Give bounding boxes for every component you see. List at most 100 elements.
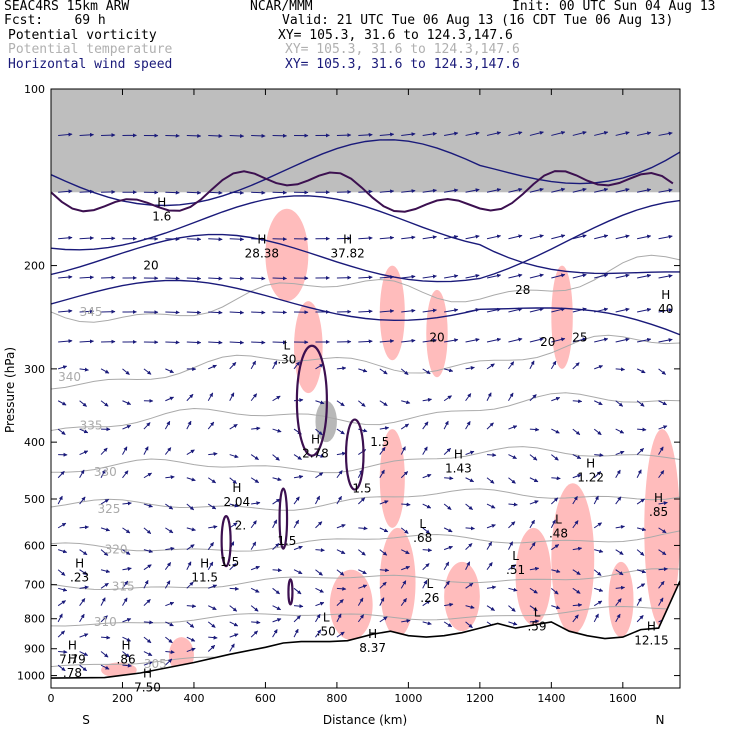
extreme-value-label: .68: [413, 531, 432, 545]
x-tick-label: 1400: [537, 692, 565, 705]
wind-vector: [250, 520, 257, 529]
wind-vector: [208, 364, 217, 370]
wind-vector: [229, 423, 238, 430]
extreme-value-label: .78: [63, 666, 82, 680]
wind-vector: [379, 426, 390, 431]
field1-xy: XY= 105.3, 31.6 to 124.3,147.6: [278, 28, 513, 43]
wind-vector: [165, 601, 175, 607]
wind-vector: [636, 583, 646, 589]
wind-vector: [57, 428, 66, 435]
wind-vector: [615, 524, 625, 529]
wind-vector: [251, 310, 266, 315]
wind-vector: [229, 605, 238, 612]
wind-vector: [379, 549, 388, 556]
wind-vector: [250, 360, 257, 370]
extreme-value-label: .50: [317, 624, 336, 638]
x-tick-label: 0: [48, 692, 55, 705]
wind-vector: [164, 562, 172, 571]
wind-vector: [594, 337, 609, 343]
isentrope-label: 305: [144, 657, 167, 671]
high-marker: H: [368, 627, 377, 641]
wind-vector: [551, 307, 566, 313]
wind-vector: [379, 527, 389, 533]
wind-vector: [529, 394, 537, 402]
wind-vector: [615, 469, 621, 479]
wind-vector: [401, 502, 411, 507]
low-marker: L: [426, 577, 433, 591]
wind-vector: [186, 621, 195, 628]
wind-vector: [358, 236, 373, 241]
wind-vector: [465, 273, 480, 279]
isentrope-line: [51, 392, 680, 431]
wind-vector: [593, 600, 603, 607]
wind-vector: [636, 400, 645, 407]
wind-vector: [636, 469, 642, 478]
wind-vector: [401, 189, 416, 194]
pv-high-region: [51, 89, 680, 193]
wind-vector: [143, 472, 152, 479]
wind-vector: [615, 585, 626, 590]
pv-contour: [287, 578, 294, 606]
contour-label: 20: [540, 335, 555, 349]
wind-vector: [636, 569, 647, 574]
wind-vector: [508, 187, 523, 193]
wind-vector: [486, 503, 496, 509]
high-marker: H: [343, 233, 352, 247]
wind-vector: [422, 338, 437, 343]
extreme-value-label: .26: [420, 591, 439, 605]
wind-vector: [443, 621, 453, 628]
wind-vector: [79, 367, 89, 372]
wind-vector: [315, 587, 324, 593]
y-tick-label: 300: [24, 363, 45, 376]
wind-vector: [615, 187, 630, 193]
wind-vector: [79, 275, 94, 280]
high-marker: H: [586, 456, 595, 470]
wind-vector: [208, 237, 223, 242]
wind-vector: [401, 400, 411, 405]
extreme-value-label: .30: [277, 352, 296, 366]
wind-vector: [422, 548, 433, 553]
wind-vector: [57, 470, 65, 479]
pv-shaded-region: [329, 569, 373, 641]
wind-speed-contour: [51, 195, 680, 275]
wind-vector: [594, 131, 609, 136]
wind-vector: [551, 569, 561, 574]
wind-vector: [508, 605, 516, 612]
wind-vector: [379, 447, 386, 455]
wind-speed-contour: [51, 279, 680, 336]
wind-vector: [186, 237, 202, 242]
wind-vector: [79, 598, 86, 606]
wind-vector: [529, 187, 544, 193]
wind-vector: [186, 310, 202, 315]
low-marker: L: [534, 606, 541, 620]
wind-vector: [486, 477, 495, 484]
isentrope-line: [51, 530, 680, 552]
y-tick-label: 400: [24, 436, 45, 449]
wind-vector: [508, 521, 516, 529]
wind-vector: [572, 273, 587, 279]
extreme-value-label: 7.79: [59, 653, 86, 667]
wind-vector: [465, 421, 471, 430]
wind-vector: [186, 544, 195, 551]
wind-vector: [594, 400, 603, 406]
wind-vector: [444, 274, 459, 279]
wind-vector: [208, 605, 217, 611]
wind-vector: [186, 340, 202, 345]
contour-label: 1.5: [220, 555, 239, 569]
wind-vector: [79, 339, 94, 344]
wind-vector: [422, 188, 437, 193]
wind-vector: [400, 527, 409, 534]
wind-vector: [422, 308, 437, 313]
wind-vector: [229, 310, 245, 315]
wind-vector: [593, 471, 602, 479]
wind-vector: [358, 428, 368, 433]
field3-name: Horizontal wind speed: [8, 57, 173, 72]
wind-vector: [79, 664, 87, 672]
wind-vector: [551, 396, 561, 402]
wind-vector: [379, 339, 395, 344]
wind-vector: [658, 338, 673, 343]
wind-vector: [594, 587, 604, 592]
wind-vector: [636, 597, 642, 606]
wind-vector: [293, 361, 300, 370]
field1-name: Potential vorticity: [8, 28, 157, 43]
